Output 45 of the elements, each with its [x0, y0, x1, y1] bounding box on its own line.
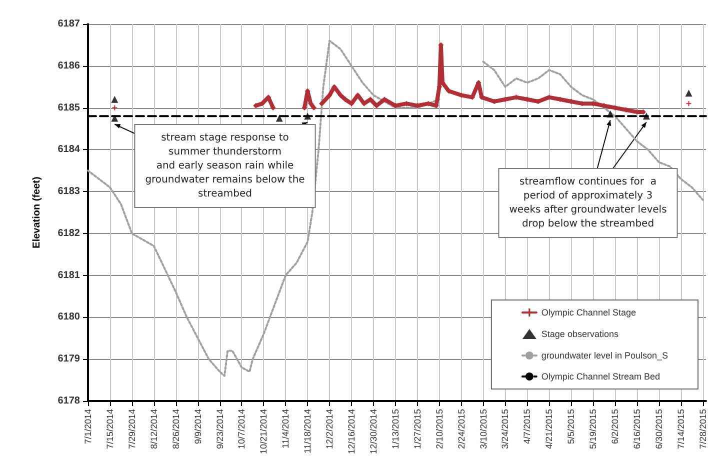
x-tick-label: 4/7/2015: [522, 409, 532, 444]
y-tick-label: 6187: [58, 18, 80, 30]
x-tick-label: 8/12/2014: [148, 409, 159, 450]
legend-label: Olympic Channel Stage: [541, 308, 636, 318]
x-tick-label: 3/10/2015: [478, 409, 488, 450]
x-tick-label: 2/24/2015: [456, 409, 466, 450]
x-tick-label: 6/2/2015: [610, 409, 620, 444]
x-tick-label: 11/18/2014: [302, 409, 313, 454]
x-tick-label: 10/21/2014: [258, 409, 269, 454]
y-tick-label: 6178: [58, 396, 80, 406]
x-tick-label: 6/16/2015: [632, 409, 642, 450]
x-tick-label: 12/30/2014: [368, 409, 378, 454]
y-tick-label: 6186: [58, 60, 80, 72]
x-tick-label: 11/4/2014: [280, 409, 291, 448]
x-tick-label: 4/21/2015: [544, 409, 554, 450]
x-tick-label: 3/24/2015: [500, 409, 510, 450]
y-tick-label: 6180: [58, 312, 80, 323]
y-axis-title: Elevation (feet): [32, 176, 42, 248]
x-tick-label: 7/29/2014: [126, 409, 137, 450]
x-tick-label: 5/5/2015: [566, 409, 576, 444]
x-tick-label: 12/2/2014: [324, 409, 335, 450]
x-tick-label: 7/14/2015: [676, 409, 686, 450]
legend-label: groundwater level in Poulson_S: [541, 350, 668, 360]
y-tick-label: 6182: [58, 228, 80, 239]
x-tick-label: 12/16/2014: [346, 409, 357, 454]
x-tick-label: 2/10/2015: [434, 409, 444, 450]
y-tick-label: 6181: [58, 270, 80, 281]
y-tick-label: 6184: [58, 144, 80, 156]
x-tick-label: 7/15/2014: [104, 409, 115, 450]
annotation: streamflow continues for a period of approximately 3 weeks after groundwater levels drop below the streambed: [509, 176, 667, 230]
x-tick-label: 6/30/2015: [654, 409, 664, 450]
x-tick-label: 7/1/2014: [83, 409, 93, 444]
y-tick-label: 6179: [58, 354, 80, 365]
x-tick-label: 1/27/2015: [412, 409, 422, 450]
x-tick-label: 5/19/2015: [588, 409, 598, 450]
y-tick-label: 6185: [58, 102, 80, 114]
y-tick-label: 6183: [58, 186, 80, 198]
x-tick-label: 1/13/2015: [390, 409, 400, 450]
x-tick-label: 9/9/2014: [192, 409, 203, 444]
legend-label: Stage observations: [541, 329, 619, 339]
x-tick-label: 10/7/2014: [236, 409, 247, 450]
x-tick-label: 8/26/2014: [170, 409, 181, 450]
legend-label: Olympic Channel Stream Bed: [541, 372, 660, 382]
x-tick-label: 9/23/2014: [214, 409, 225, 450]
x-tick-label: 7/28/2015: [698, 409, 708, 450]
